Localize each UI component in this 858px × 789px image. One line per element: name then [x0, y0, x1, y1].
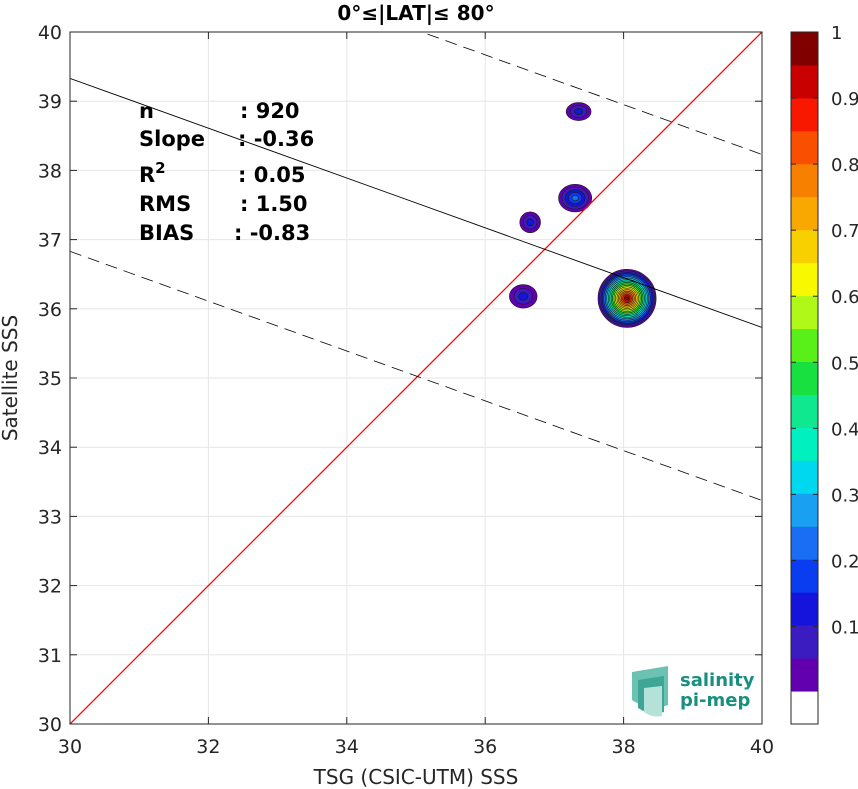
y-tick-label: 40	[38, 22, 62, 44]
grid	[69, 31, 763, 725]
contour-level	[526, 218, 534, 227]
colorbar-segment	[791, 361, 818, 395]
colorbar-segment	[791, 163, 818, 198]
y-ticks: 30 31 32 33 34 35 36 37 38 39 40	[38, 22, 762, 736]
y-tick-label: 35	[38, 368, 62, 390]
colorbar-tick-label: 0.6	[831, 287, 858, 308]
colorbar-tick-label: 0.2	[831, 551, 858, 572]
density-blob	[597, 269, 657, 328]
colorbar-tick-label: 0.1	[831, 617, 858, 638]
colorbar-tick-label: 1	[831, 23, 842, 44]
colorbar-segment	[791, 97, 818, 132]
colorbar-segment	[791, 427, 818, 461]
y-axis-label: Satellite SSS	[0, 315, 22, 441]
colorbar-segment	[791, 559, 818, 593]
colorbar-tick-label: 0.3	[831, 485, 858, 506]
colorbar-frame	[790, 31, 819, 725]
logo-line2: pi-mep	[680, 690, 750, 711]
x-tick-label: 30	[58, 736, 82, 758]
x-tick-label: 38	[612, 736, 636, 758]
y-tick-label: 37	[38, 230, 62, 252]
stat-value: : 0.05	[238, 163, 306, 187]
identity-line	[70, 32, 762, 724]
stat-label: Slope	[139, 127, 205, 151]
y-tick-label: 33	[38, 506, 62, 528]
contour-level	[574, 108, 584, 115]
contour-level	[518, 292, 529, 301]
colorbar-segment	[791, 64, 818, 99]
stat-value: : 920	[240, 99, 300, 123]
stat-value: : -0.83	[234, 221, 310, 245]
colorbar-segment	[791, 328, 818, 363]
colorbar-tick-label: 0.7	[831, 221, 858, 242]
x-axis-label: TSG (CSIC-UTM) SSS	[313, 765, 519, 789]
colorbar-segment	[791, 262, 818, 297]
density-contours	[509, 102, 657, 328]
stat-label: n	[139, 99, 154, 123]
x-tick-label: 32	[196, 736, 220, 758]
y-tick-label: 34	[38, 437, 62, 459]
colorbar-segment	[791, 394, 818, 428]
density-blob	[565, 102, 592, 121]
y-tick-label: 30	[38, 714, 62, 736]
colorbar-tick-label: 0.8	[831, 155, 858, 176]
colorbar-segment	[791, 32, 818, 66]
x-ticks: 30 32 34 36 38 40	[58, 32, 774, 758]
colorbar-tick-label: 0.4	[831, 419, 858, 440]
logo: salinity pi-mep	[632, 666, 755, 717]
colorbar-tick-label: 0.9	[831, 89, 858, 110]
stat-value: : 1.50	[240, 192, 308, 216]
colorbar-segment	[791, 493, 818, 527]
fit-line	[70, 77, 762, 328]
colorbar: 0.1 0.2 0.3 0.4 0.5 0.6 0.7 0.8 0.9 1	[790, 23, 858, 725]
colorbar-segment	[791, 460, 818, 494]
colorbar-segment	[791, 658, 818, 692]
density-blob	[519, 211, 541, 233]
colorbar-segment	[791, 592, 818, 626]
chart-title: 0°≤|LAT|≤ 80°	[337, 1, 494, 25]
colorbar-segment	[791, 526, 818, 560]
logo-line1: salinity	[680, 670, 755, 691]
lower-bound-line	[70, 250, 762, 501]
x-tick-label: 36	[473, 736, 497, 758]
y-tick-label: 32	[38, 576, 62, 598]
colorbar-tick-label: 0.5	[831, 353, 858, 374]
colorbar-segment	[791, 691, 818, 725]
x-tick-label: 40	[750, 736, 774, 758]
regression-lines	[70, 32, 762, 724]
stat-value: : -0.36	[238, 127, 314, 151]
colorbar-segment	[791, 295, 818, 330]
stat-label: BIAS	[139, 221, 194, 245]
colorbar-segment	[791, 130, 818, 165]
salinity-wave-icon	[632, 666, 668, 717]
y-tick-label: 36	[38, 299, 62, 321]
y-tick-label: 38	[38, 160, 62, 182]
contour-level	[571, 195, 579, 202]
colorbar-segment	[791, 196, 818, 231]
contour-level	[625, 296, 629, 301]
y-tick-label: 39	[38, 91, 62, 113]
upper-bound-line	[420, 32, 762, 155]
density-blob	[558, 183, 593, 213]
y-tick-label: 31	[38, 645, 62, 667]
colorbar-segment	[791, 625, 818, 659]
x-tick-label: 34	[335, 736, 359, 758]
stat-label: RMS	[139, 192, 191, 216]
colorbar-segment	[791, 229, 818, 264]
density-blob	[509, 284, 538, 309]
